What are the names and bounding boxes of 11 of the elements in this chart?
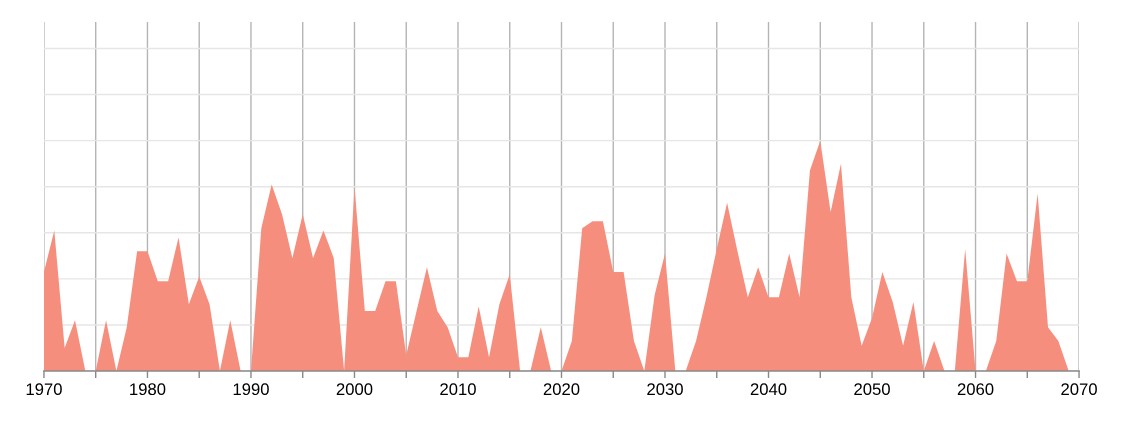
x-tick-label: 2060 [957, 383, 994, 396]
x-tick-label: 2000 [336, 383, 373, 396]
x-tick-label: 2040 [750, 383, 787, 396]
x-tick-label: 1980 [130, 383, 166, 396]
x-tick-label: 2020 [543, 383, 580, 396]
x-tick-label: 1990 [233, 383, 269, 396]
x-tick-label: 2030 [647, 383, 683, 396]
x-tick-label: 2010 [440, 383, 476, 396]
x-tick-label: 1970 [26, 383, 62, 396]
x-tick-label: 2070 [1061, 383, 1097, 396]
x-tick-label: 2050 [854, 383, 890, 396]
